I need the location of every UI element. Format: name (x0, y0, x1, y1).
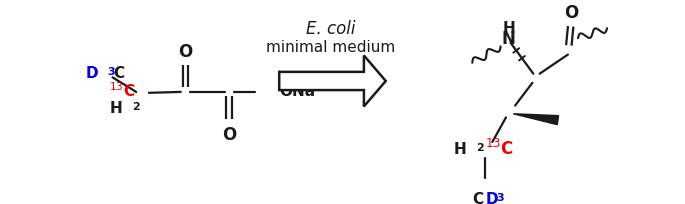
Text: 2: 2 (476, 142, 484, 152)
Text: $^{13}$C: $^{13}$C (485, 139, 514, 159)
Text: D: D (86, 66, 98, 81)
Text: N: N (502, 30, 516, 48)
Text: ONa: ONa (279, 83, 315, 98)
Polygon shape (279, 56, 386, 107)
Text: C: C (472, 191, 483, 204)
Text: 2: 2 (132, 102, 139, 111)
Text: 3: 3 (107, 67, 114, 77)
Text: $^{13}$C: $^{13}$C (109, 81, 135, 100)
Text: D: D (486, 191, 499, 204)
Text: E. coli: E. coli (306, 20, 356, 38)
Text: O: O (222, 125, 236, 143)
Text: H: H (454, 141, 467, 156)
Text: H: H (502, 21, 515, 35)
Polygon shape (513, 114, 558, 125)
Text: C: C (114, 66, 125, 81)
Text: O: O (178, 43, 192, 61)
Text: minimal medium: minimal medium (266, 40, 396, 55)
Text: O: O (564, 4, 579, 22)
Text: 3: 3 (496, 192, 503, 202)
Text: H: H (110, 100, 123, 115)
